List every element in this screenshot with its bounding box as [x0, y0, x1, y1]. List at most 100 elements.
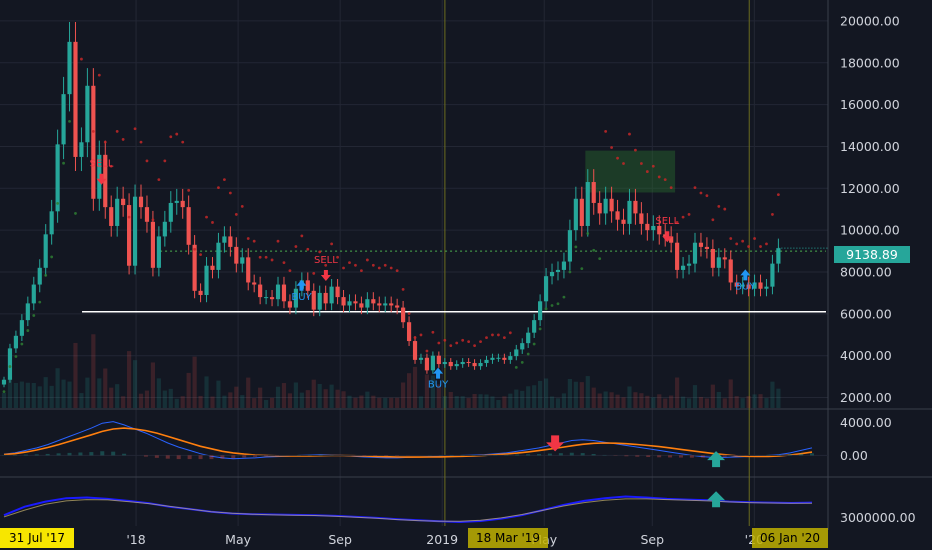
candle[interactable] [710, 248, 715, 268]
candle[interactable] [246, 257, 251, 283]
candle[interactable] [85, 85, 90, 143]
candle[interactable] [401, 307, 406, 323]
candle[interactable] [686, 263, 692, 266]
target-zone-box[interactable] [585, 150, 676, 193]
candle[interactable] [442, 361, 447, 365]
candle[interactable] [43, 234, 48, 268]
candle[interactable] [758, 282, 763, 289]
candle[interactable] [675, 242, 680, 270]
candle[interactable] [412, 341, 418, 360]
candle[interactable] [228, 236, 233, 247]
candle[interactable] [222, 236, 227, 243]
candle[interactable] [436, 355, 441, 365]
candle[interactable] [657, 225, 662, 235]
candle[interactable] [317, 292, 322, 310]
candle[interactable] [127, 205, 132, 266]
candle[interactable] [728, 259, 733, 283]
candle[interactable] [132, 196, 138, 266]
candle[interactable] [365, 299, 370, 308]
candle[interactable] [252, 282, 257, 285]
candle[interactable] [746, 284, 751, 289]
candle[interactable] [174, 200, 179, 203]
candle[interactable] [591, 182, 596, 203]
candle[interactable] [1, 379, 7, 385]
candle[interactable] [549, 272, 555, 277]
candle[interactable] [466, 361, 471, 364]
candle[interactable] [335, 286, 340, 298]
candle[interactable] [61, 94, 66, 145]
candle[interactable] [67, 41, 72, 95]
candle[interactable] [430, 355, 435, 371]
candle[interactable] [508, 356, 513, 360]
candle[interactable] [555, 269, 561, 272]
candle[interactable] [561, 261, 567, 270]
candle[interactable] [109, 207, 114, 226]
signal-line[interactable] [3, 427, 813, 458]
candle[interactable] [395, 305, 400, 308]
candle[interactable] [7, 348, 13, 380]
obv-ma-line[interactable] [3, 498, 812, 522]
candle[interactable] [371, 299, 376, 304]
candle[interactable] [472, 363, 477, 367]
candle[interactable] [722, 257, 727, 260]
candle[interactable] [776, 248, 781, 264]
candle[interactable] [383, 303, 388, 306]
candle[interactable] [603, 198, 608, 214]
candle[interactable] [526, 332, 531, 344]
candle[interactable] [478, 363, 483, 367]
macd-pane[interactable] [0, 421, 828, 468]
candle[interactable] [49, 211, 54, 235]
candle[interactable] [216, 242, 221, 270]
candle[interactable] [293, 288, 298, 308]
candle[interactable] [627, 200, 632, 224]
candle[interactable] [698, 242, 704, 247]
candle[interactable] [156, 236, 161, 268]
candle[interactable] [645, 223, 650, 231]
candle[interactable] [186, 207, 191, 245]
candle[interactable] [287, 301, 293, 308]
candle[interactable] [198, 290, 203, 296]
candle[interactable] [150, 221, 156, 268]
price-pane[interactable]: SELL SELL BUY BUY SELL BUY [1, 0, 828, 408]
candle[interactable] [663, 234, 668, 237]
obv-pane[interactable] [3, 491, 813, 524]
candle[interactable] [79, 142, 84, 157]
candle[interactable] [168, 202, 173, 222]
candle[interactable] [269, 297, 275, 300]
candle[interactable] [418, 357, 424, 360]
candle[interactable] [281, 284, 287, 302]
candle[interactable] [19, 320, 24, 336]
candle[interactable] [264, 297, 269, 299]
candle[interactable] [538, 301, 543, 321]
candle[interactable] [454, 364, 459, 367]
candle[interactable] [704, 246, 709, 249]
candle[interactable] [740, 284, 745, 287]
candle[interactable] [406, 322, 412, 342]
candle[interactable] [311, 290, 316, 310]
candle[interactable] [323, 292, 328, 304]
candle[interactable] [234, 246, 239, 264]
candle[interactable] [573, 198, 578, 231]
candle[interactable] [543, 276, 549, 302]
candle[interactable] [424, 357, 430, 371]
candle[interactable] [31, 284, 36, 304]
candle[interactable] [204, 265, 209, 296]
candle[interactable] [770, 263, 775, 287]
candle[interactable] [377, 303, 382, 306]
candle[interactable] [389, 303, 394, 306]
candle[interactable] [669, 236, 674, 243]
candle[interactable] [567, 230, 572, 262]
price-axis[interactable]: 20000.00 18000.00 16000.00 14000.00 12000.00… [840, 13, 916, 525]
candle[interactable] [615, 211, 620, 220]
candle[interactable] [180, 200, 185, 208]
candle[interactable] [144, 207, 150, 222]
candle[interactable] [639, 213, 644, 224]
candle[interactable] [585, 182, 590, 226]
candle[interactable] [514, 349, 519, 357]
candle[interactable] [305, 280, 310, 291]
candle[interactable] [258, 284, 263, 298]
candle[interactable] [460, 361, 465, 365]
candle[interactable] [448, 361, 453, 367]
candle[interactable] [752, 282, 757, 289]
